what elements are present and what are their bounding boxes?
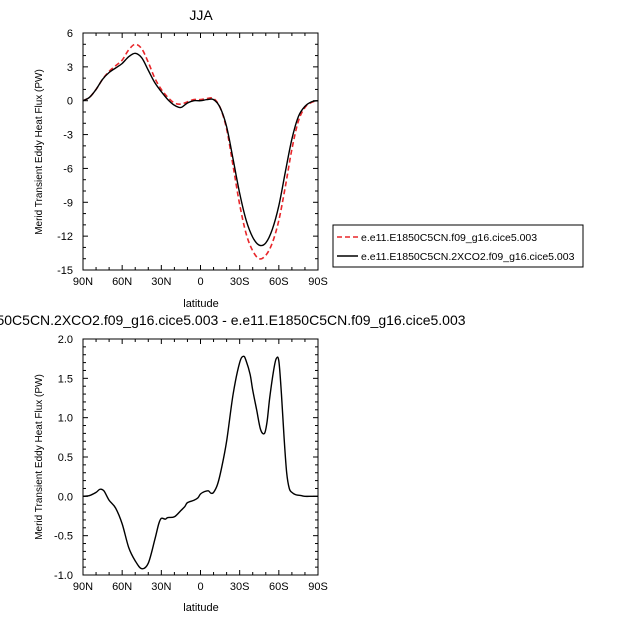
- chart-top-series-line-1: [82, 52, 319, 247]
- chart-bottom-y-tick-label: -1.0: [54, 570, 73, 582]
- chart-top-x-tick-label: 90N: [73, 276, 93, 288]
- legend: e.e11.E1850C5CN.f09_g16.cice5.003 e.e11.…: [332, 224, 584, 268]
- chart-top-y-tick-label: 0: [67, 96, 73, 108]
- chart-top-x-axis-label: latitude: [183, 298, 218, 310]
- chart-top-series-line-0: [82, 43, 319, 260]
- chart-top: JJA 90N 60N 30N 0 30S 60S 90S -15 -12 -9 -6 -3 0 3 6 l…: [34, 7, 584, 310]
- chart-top-x-tick-label: 30S: [230, 276, 250, 288]
- chart-bottom-x-tick-label: 30S: [230, 581, 250, 593]
- chart-bottom-x-tick-label: 90N: [73, 581, 93, 593]
- chart-top-y-tick-label: 3: [67, 62, 73, 74]
- chart-bottom-y-tick-label: 0.0: [58, 491, 73, 503]
- chart-bottom-plot-area: 90N 60N 30N 0 30S 60S 90S -1.0 -0.5 0.0 0.5 1.0 1.5 2…: [54, 334, 328, 593]
- chart-bottom-x-axis-label: latitude: [183, 602, 218, 614]
- chart-bottom-y-tick-label: 1.0: [58, 413, 73, 425]
- chart-bottom-x-tick-label: 30N: [151, 581, 171, 593]
- chart-top-x-tick-label: 60S: [269, 276, 289, 288]
- chart-bottom-x-tick-label: 60S: [269, 581, 289, 593]
- chart-top-y-tick-label: -6: [63, 163, 73, 175]
- chart-bottom-y-tick-label: 2.0: [58, 334, 73, 346]
- chart-bottom-y-tick-label: 1.5: [58, 373, 73, 385]
- chart-top-y-tick-label: 6: [67, 28, 73, 40]
- chart-bottom-series-line-0: [82, 355, 318, 570]
- legend-label-control: e.e11.E1850C5CN.f09_g16.cice5.003: [361, 232, 537, 244]
- chart-bottom-y-tick-label: -0.5: [54, 531, 73, 543]
- chart-bottom: 50C5CN.2XCO2.f09_g16.cice5.003 - e.e11.E…: [0, 312, 466, 614]
- chart-bottom-title: 50C5CN.2XCO2.f09_g16.cice5.003 - e.e11.E…: [0, 312, 466, 328]
- chart-top-x-tick-label: 0: [197, 276, 203, 288]
- chart-top-x-tick-label: 30N: [151, 276, 171, 288]
- chart-bottom-x-tick-label: 90S: [308, 581, 328, 593]
- chart-bottom-y-axis-label: Merid Transient Eddy Heat Flux (PW): [34, 374, 45, 540]
- chart-top-y-tick-label: -3: [63, 130, 73, 142]
- chart-top-x-tick-label: 90S: [308, 276, 328, 288]
- chart-top-y-axis-label: Merid Transient Eddy Heat Flux (PW): [34, 69, 45, 235]
- legend-label-2xco2: e.e11.E1850C5CN.2XCO2.f09_g16.cice5.003: [361, 251, 575, 263]
- chart-bottom-x-tick-label: 0: [197, 581, 203, 593]
- chart-bottom-x-tick-label: 60N: [112, 581, 132, 593]
- chart-top-x-tick-label: 60N: [112, 276, 132, 288]
- chart-bottom-frame: [82, 338, 319, 576]
- chart-top-y-tick-label: -9: [63, 197, 73, 209]
- chart-top-y-tick-label: -15: [57, 265, 73, 277]
- legend-box: [332, 224, 584, 268]
- chart-bottom-y-tick-label: 0.5: [58, 452, 73, 464]
- chart-top-frame: [82, 32, 319, 271]
- chart-top-plot-area: 90N 60N 30N 0 30S 60S 90S -15 -12 -9 -6 -3 0 3 6: [57, 28, 328, 288]
- chart-top-y-tick-label: -12: [57, 231, 73, 243]
- chart-top-title: JJA: [189, 7, 213, 23]
